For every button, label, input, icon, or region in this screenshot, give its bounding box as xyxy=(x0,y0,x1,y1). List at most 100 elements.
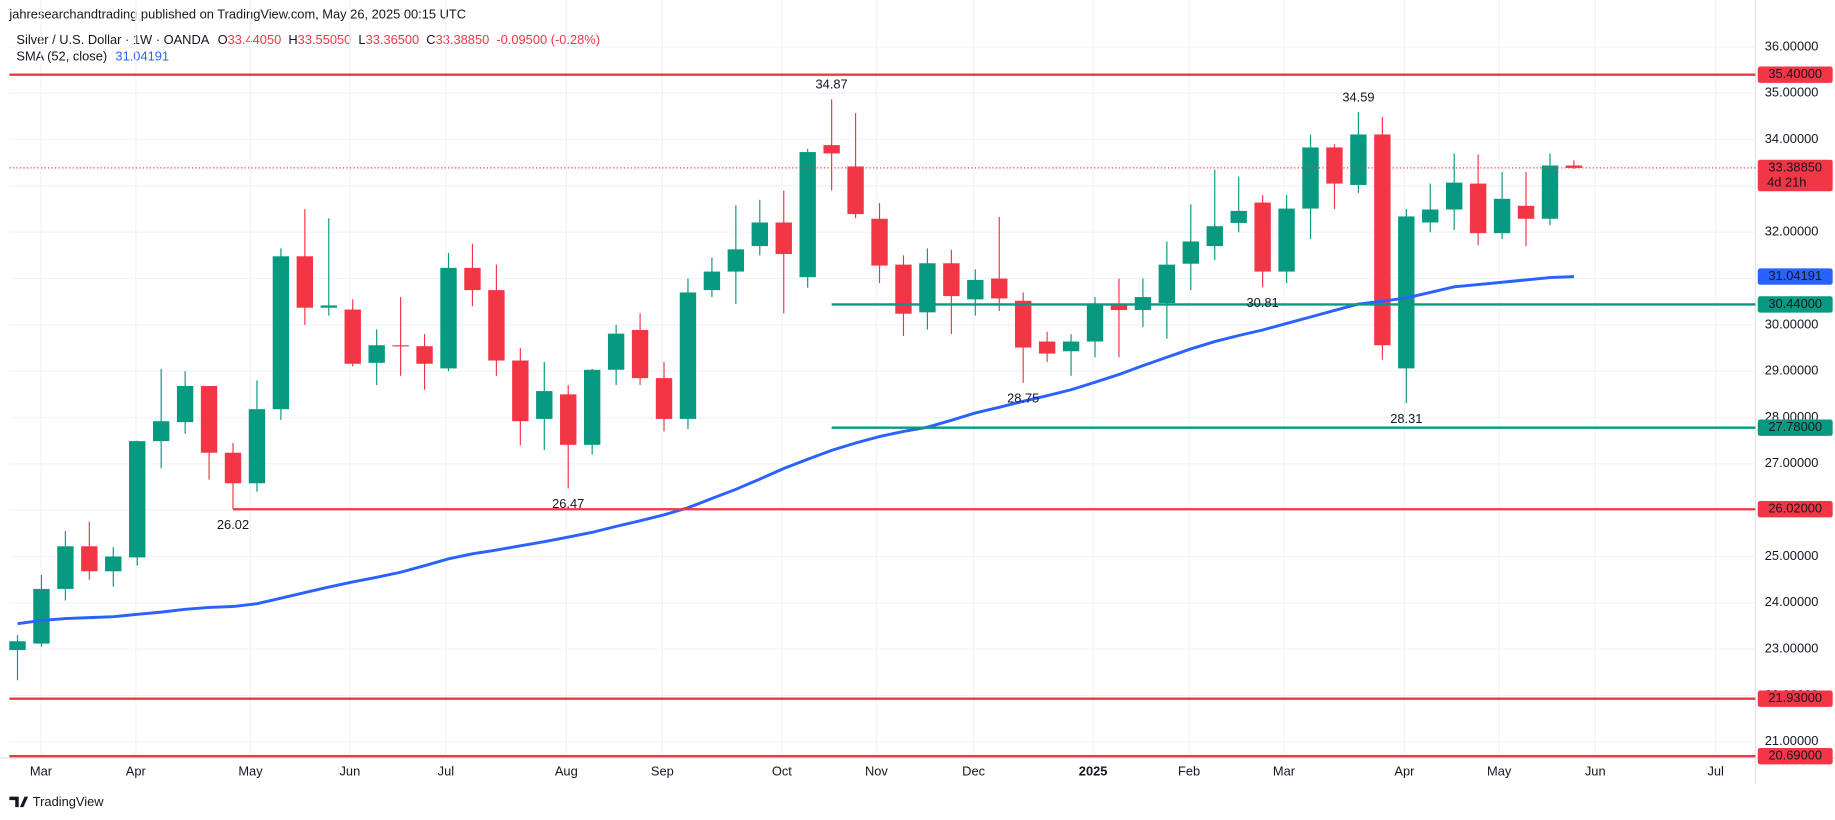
candle-body xyxy=(57,546,74,589)
header: jahresearchandtrading published on Tradi… xyxy=(8,7,466,22)
candle-body xyxy=(224,452,242,484)
level-label: 20.69000 xyxy=(1768,748,1822,763)
annotation: 34.87 xyxy=(816,77,848,92)
candle-body xyxy=(1206,226,1223,247)
legend-key: H xyxy=(288,32,297,47)
level-tag xyxy=(1757,501,1833,518)
sma-label: 31.04191 xyxy=(1768,268,1822,283)
candle-body xyxy=(631,329,649,379)
candle-body xyxy=(464,267,481,291)
legend-key: L xyxy=(358,32,365,47)
candle-body xyxy=(81,546,98,572)
y-tick-label: 36.00000 xyxy=(1765,38,1819,53)
candle-body xyxy=(512,360,529,422)
candle-body xyxy=(1038,341,1056,354)
countdown: 4d 21h xyxy=(1767,174,1806,189)
candle-body xyxy=(33,588,50,644)
legend-change: -0.09500 (-0.28%) xyxy=(496,32,600,47)
candle-body xyxy=(1565,165,1583,168)
candle-body xyxy=(129,441,146,558)
candle-body xyxy=(1062,341,1080,352)
candle-body xyxy=(320,305,337,308)
candle-body xyxy=(200,386,218,453)
candle-body xyxy=(703,271,721,291)
candle-body xyxy=(105,556,122,572)
level-label: 35.40000 xyxy=(1768,66,1822,81)
sma-tag xyxy=(1757,268,1833,285)
candle-body xyxy=(416,346,433,364)
sma-line xyxy=(17,275,1574,626)
candle-body xyxy=(607,333,625,370)
level-label: 27.78000 xyxy=(1768,419,1822,434)
candle-body xyxy=(727,249,745,272)
x-tick-label: Sep xyxy=(651,763,674,778)
annotation: 26.47 xyxy=(552,496,584,511)
candle-body xyxy=(1302,147,1319,209)
level-tag xyxy=(1757,419,1833,436)
candle-body xyxy=(1350,134,1367,185)
x-tick-label: Nov xyxy=(865,763,888,778)
level-tag xyxy=(1757,747,1833,765)
legend-value: 33.38850 xyxy=(436,32,490,47)
y-tick-label: 32.00000 xyxy=(1765,224,1819,239)
candle-body xyxy=(583,369,601,445)
candle-body xyxy=(296,256,314,308)
candle-body xyxy=(368,345,385,363)
x-tick-label: Apr xyxy=(126,763,147,778)
candle-body xyxy=(823,145,840,154)
candle-body xyxy=(176,386,194,423)
annotation: 26.02 xyxy=(217,517,249,532)
level-tag xyxy=(1757,296,1833,313)
x-tick-label: May xyxy=(238,763,263,778)
x-tick-label: Jul xyxy=(1707,763,1723,778)
candle-body xyxy=(1278,208,1295,272)
legend-value: 33.44050 xyxy=(228,32,282,47)
y-tick-label: 34.00000 xyxy=(1765,131,1819,146)
y-tick-label: 21.00000 xyxy=(1765,733,1819,748)
candle-body xyxy=(344,309,361,364)
candle-body xyxy=(1493,198,1511,234)
candle-body xyxy=(943,263,960,297)
candles xyxy=(9,99,1583,681)
candle-body xyxy=(1398,216,1415,369)
candle-body xyxy=(679,292,697,419)
level-tag xyxy=(1757,690,1833,707)
candle-body xyxy=(1014,300,1032,348)
candle-body xyxy=(655,378,673,419)
candle-body xyxy=(1086,304,1104,342)
candle-body xyxy=(775,222,792,254)
x-tick-label: Mar xyxy=(30,763,53,778)
candle-body xyxy=(1446,182,1463,210)
x-tick-label: Aug xyxy=(555,763,578,778)
y-tick-label: 29.00000 xyxy=(1765,363,1819,378)
candle-body xyxy=(1182,241,1199,264)
y-tick-label: 35.00000 xyxy=(1765,85,1819,100)
candle-body xyxy=(1374,134,1391,346)
annotation: 28.31 xyxy=(1390,411,1422,426)
indicator-name: SMA (52, close) xyxy=(16,49,107,64)
candle-body xyxy=(751,222,768,247)
x-tick-label: Dec xyxy=(962,763,985,778)
candle-body xyxy=(799,152,816,278)
candle-body xyxy=(1541,165,1559,219)
candle-body xyxy=(1110,304,1128,311)
indicator-legend: SMA (52, close) 31.04191 xyxy=(16,49,169,64)
annotation: 28.75 xyxy=(1007,391,1039,406)
legend-title: Silver / U.S. Dollar · 1W · OANDA xyxy=(16,32,209,47)
candle-body xyxy=(847,166,864,215)
candle-body xyxy=(1326,147,1343,184)
candle-body xyxy=(895,264,912,314)
candle-body xyxy=(488,290,505,361)
level-label: 30.44000 xyxy=(1768,296,1822,311)
candle-body xyxy=(560,394,577,445)
legend-key: O xyxy=(218,32,228,47)
candle-body xyxy=(1422,209,1439,223)
x-tick-label: Jul xyxy=(438,763,454,778)
candle-body xyxy=(1517,205,1535,219)
candle-body xyxy=(1230,210,1247,223)
level-label: 26.02000 xyxy=(1768,501,1822,516)
candle-body xyxy=(991,278,1008,299)
y-tick-label: 27.00000 xyxy=(1765,455,1819,470)
